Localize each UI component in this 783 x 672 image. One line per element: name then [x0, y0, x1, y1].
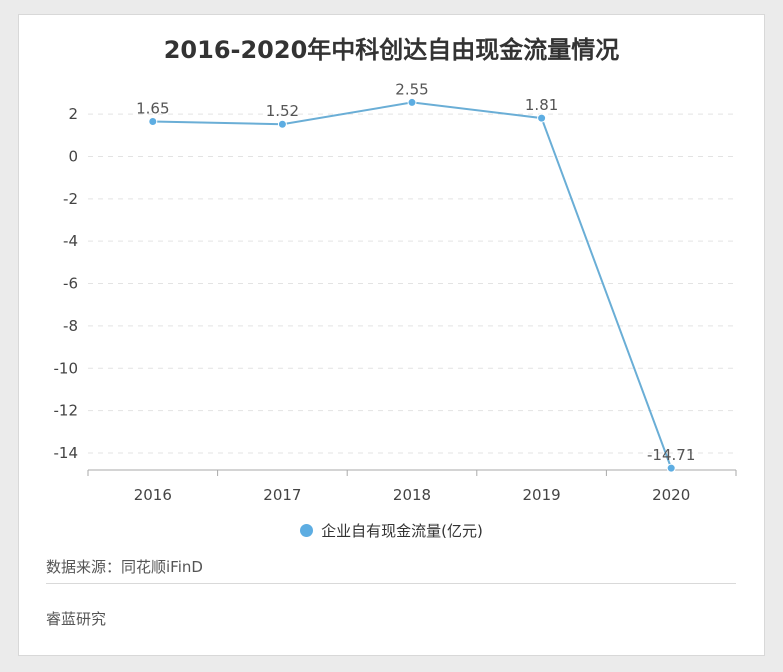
series-line-path [152, 101, 673, 469]
data-label: -14.71 [647, 446, 695, 464]
y-tick-label: -10 [54, 359, 79, 377]
x-axis [87, 469, 737, 476]
chart-card [18, 14, 765, 656]
data-points [148, 97, 676, 473]
data-label: 1.52 [266, 102, 299, 120]
data-label: 2.55 [395, 80, 428, 98]
y-tick-label: 2 [68, 105, 78, 123]
data-label: 1.81 [525, 96, 558, 114]
y-tick-label: -4 [63, 232, 78, 250]
divider [46, 583, 736, 584]
series-line [152, 101, 673, 469]
data-point [148, 116, 158, 126]
y-tick-labels: 2 0 -2 -4 -6 -8 -10 -12 -14 [54, 105, 79, 462]
x-tick-label: 2017 [263, 486, 301, 504]
gridlines [88, 113, 736, 454]
y-tick-label: 0 [68, 147, 78, 165]
chart-title: 2016-2020年中科创达自由现金流量情况 [163, 36, 620, 64]
x-tick-labels: 2016 2017 2018 2019 2020 [134, 486, 691, 504]
x-tick-label: 2019 [523, 486, 561, 504]
data-label: 1.65 [136, 99, 169, 117]
legend[interactable]: 企业自有现金流量(亿元) [0, 520, 783, 541]
data-labels: 1.65 1.52 2.55 1.81 -14.71 [136, 80, 695, 464]
x-tick-label: 2020 [652, 486, 690, 504]
data-point [407, 97, 417, 107]
y-tick-label: -12 [54, 402, 79, 420]
y-tick-label: -8 [63, 317, 78, 335]
y-tick-label: -6 [63, 275, 78, 293]
legend-label: 企业自有现金流量(亿元) [321, 522, 483, 540]
data-source: 数据来源：同花顺iFinD [46, 558, 203, 576]
legend-marker-icon [300, 524, 314, 537]
x-tick-label: 2018 [393, 486, 431, 504]
y-tick-label: -2 [63, 190, 78, 208]
data-point [537, 113, 547, 123]
y-tick-label: -14 [54, 444, 79, 462]
data-point [666, 463, 676, 473]
footer-brand: 睿蓝研究 [46, 610, 107, 628]
x-tick-label: 2016 [134, 486, 172, 504]
data-point [277, 119, 287, 129]
